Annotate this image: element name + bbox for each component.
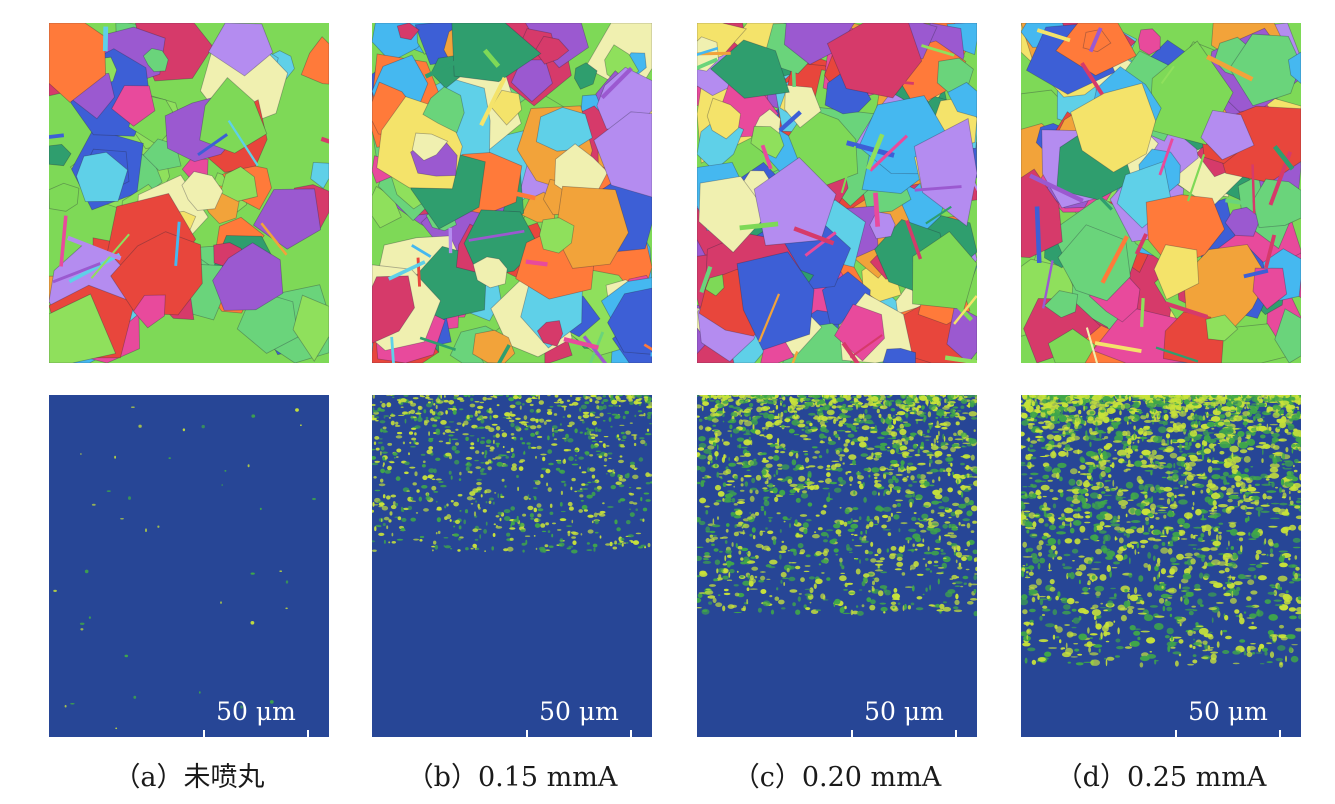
scale-bar-a: 50 μm [202,698,310,740]
ipf-map-c [697,23,977,363]
caption-a: （a）未喷丸 [113,762,265,793]
kam-map-a [49,395,329,737]
scale-label-b: 50 μm [539,697,619,726]
scale-bar-c: 50 μm [850,698,958,740]
kam-map-c [697,395,977,737]
scale-label-d: 50 μm [1188,697,1268,726]
panel-d: 50 μm [1021,23,1301,803]
kam-overlay-b [372,395,652,554]
scale-label-a: 50 μm [216,697,296,726]
ipf-map-b [372,23,652,363]
caption-c: （c）0.20 mmA [732,762,942,793]
ipf-map-a [49,23,329,363]
scale-bar-b: 50 μm [525,698,633,740]
ipf-map-d [1021,23,1301,363]
panel-b: 50 μm [372,23,652,803]
caption-b: （b）0.15 mmA [406,762,618,793]
panel-a: 50 μm [49,23,329,803]
caption-d: （d）0.25 mmA [1055,762,1267,793]
kam-map-b [372,395,652,737]
panel-c: 50 μm [697,23,977,803]
scale-bar-d: 50 μm [1174,698,1282,740]
kam-overlay-a [53,406,316,730]
kam-map-d [1021,395,1301,737]
scale-label-c: 50 μm [864,697,944,726]
kam-overlay-d [1021,395,1301,668]
kam-overlay-c [697,395,977,617]
